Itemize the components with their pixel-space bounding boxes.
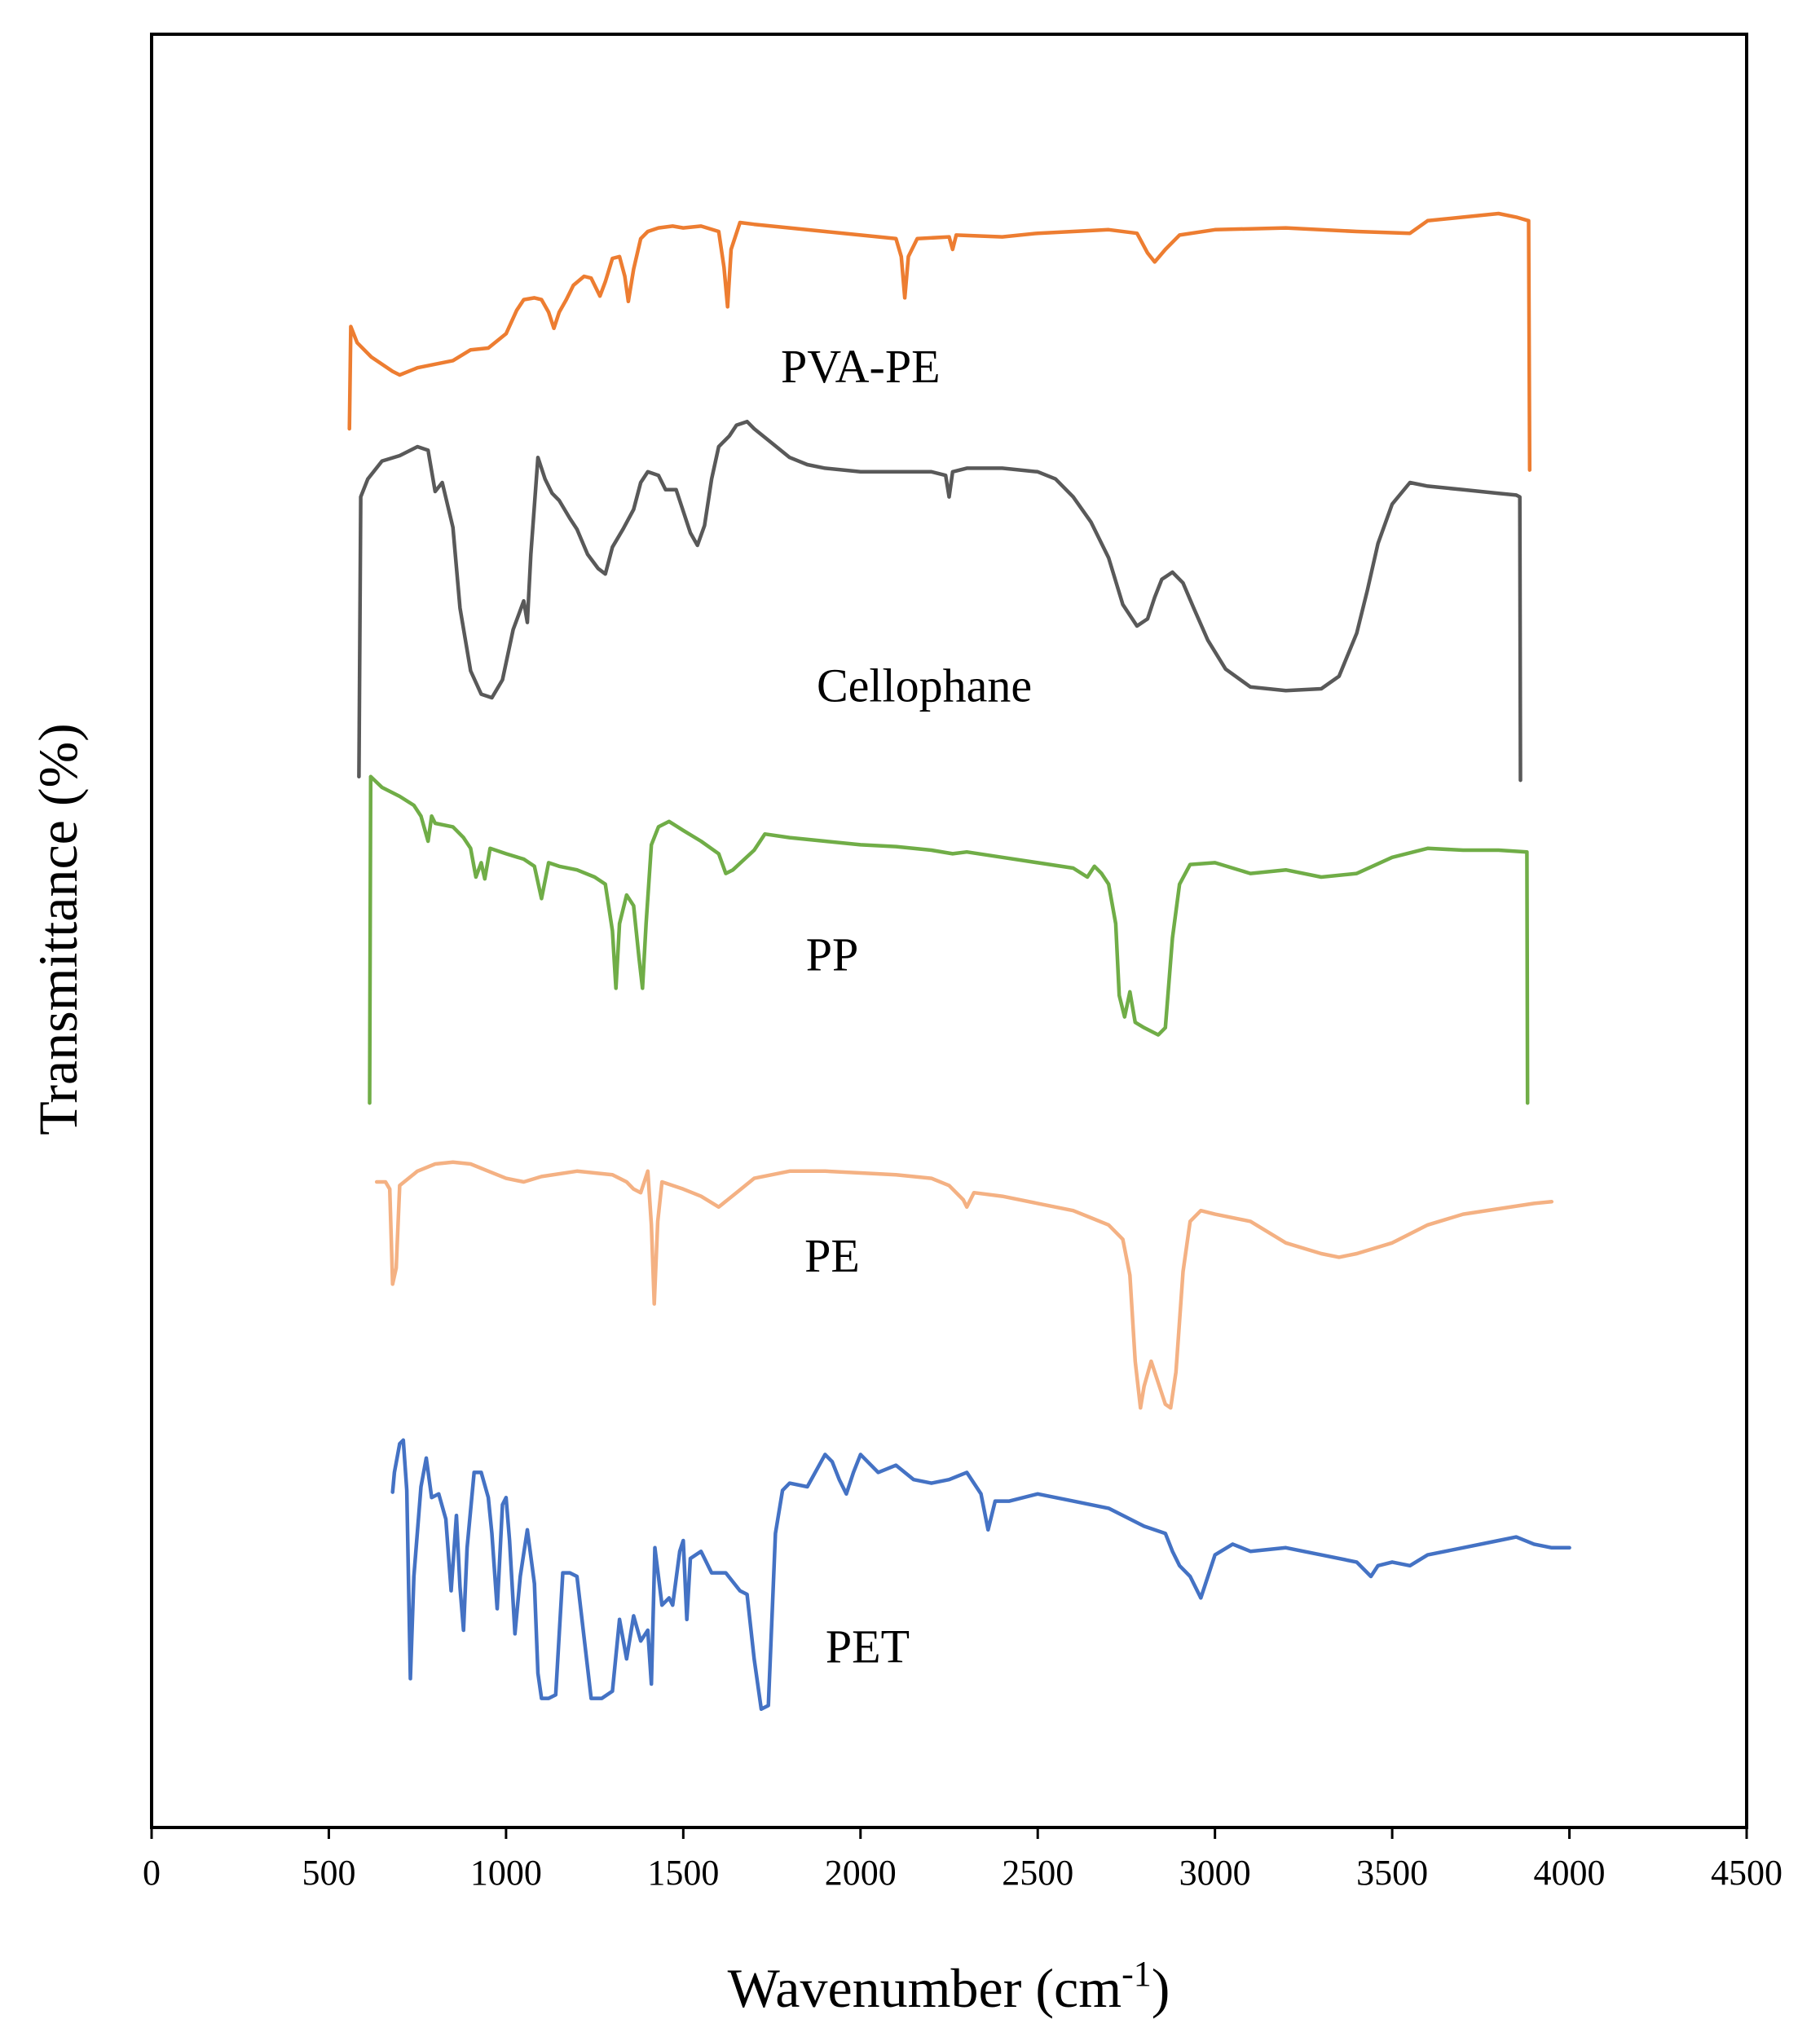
x-axis-tick-labels: 0 500 1000 1500 2000 2500 3000 3500 4000 4500 [143,1853,1783,1893]
plot-frame [150,33,1748,1829]
series-line-pe [374,1160,1554,1410]
x-tick-label-0: 0 [143,1853,161,1893]
x-tick-label-4500: 4500 [1711,1853,1783,1893]
series-label-cellophane: Cellophane [817,659,1032,712]
x-tick-label-4000: 4000 [1534,1853,1606,1893]
series-line-pp [368,774,1530,1105]
series-labels: PVA-PE Cellophane PP PE PET [781,340,1032,1673]
series-lines [347,211,1571,1712]
series-line-pva-pe [347,211,1532,472]
series-line-pet [390,1438,1571,1712]
x-axis-ticks [150,1827,1748,1839]
x-tick-label-500: 500 [302,1853,355,1893]
x-tick-label-1500: 1500 [647,1853,719,1893]
x-axis-title-main: Wavenumber (cm [728,1957,1122,2019]
series-line-cellophane [357,419,1523,783]
x-tick-label-2500: 2500 [1002,1853,1073,1893]
x-tick-label-3000: 3000 [1179,1853,1251,1893]
x-tick-label-3500: 3500 [1356,1853,1428,1893]
series-label-pet: PET [826,1620,910,1673]
y-axis-title: Transmittance (%) [27,723,89,1135]
x-axis-title-close: ) [1152,1957,1170,2019]
x-tick-label-2000: 2000 [825,1853,897,1893]
x-axis-title-superscript: -1 [1122,1954,1152,1994]
x-axis-title: Wavenumber (cm-1) [728,1954,1170,2019]
x-tick-label-1000: 1000 [470,1853,542,1893]
series-label-pe: PE [804,1229,860,1282]
series-label-pva-pe: PVA-PE [781,340,941,393]
series-label-pp: PP [806,928,859,981]
